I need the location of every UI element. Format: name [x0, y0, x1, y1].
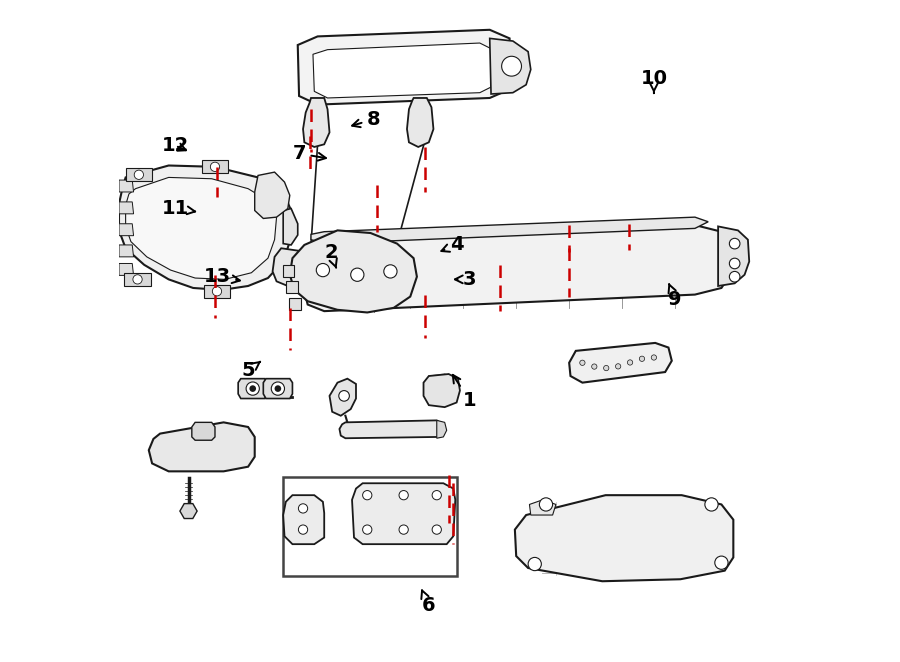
Polygon shape	[515, 495, 734, 581]
Circle shape	[715, 556, 728, 569]
Circle shape	[604, 365, 609, 371]
Polygon shape	[119, 166, 291, 290]
Circle shape	[299, 504, 308, 513]
Circle shape	[316, 263, 329, 277]
Polygon shape	[424, 374, 460, 407]
Text: 6: 6	[421, 590, 435, 615]
Circle shape	[539, 498, 553, 511]
Polygon shape	[304, 225, 728, 311]
Text: 2: 2	[324, 244, 338, 268]
Circle shape	[528, 557, 542, 571]
Text: 4: 4	[441, 236, 464, 254]
Polygon shape	[313, 43, 493, 98]
Polygon shape	[286, 281, 298, 293]
Text: 7: 7	[292, 144, 326, 163]
Polygon shape	[124, 273, 151, 286]
Text: 1: 1	[453, 375, 477, 410]
Circle shape	[639, 356, 644, 361]
Polygon shape	[529, 500, 556, 515]
Circle shape	[274, 385, 281, 392]
Polygon shape	[718, 226, 749, 286]
Text: 13: 13	[203, 267, 240, 286]
Circle shape	[399, 491, 409, 500]
Circle shape	[580, 360, 585, 365]
Polygon shape	[203, 285, 230, 298]
Polygon shape	[569, 343, 671, 383]
Polygon shape	[264, 379, 292, 399]
Polygon shape	[311, 217, 708, 244]
Polygon shape	[119, 202, 133, 214]
Polygon shape	[119, 263, 133, 275]
Polygon shape	[192, 422, 215, 440]
Circle shape	[591, 364, 597, 369]
Circle shape	[616, 363, 621, 369]
Circle shape	[212, 287, 221, 296]
Polygon shape	[284, 209, 298, 245]
Circle shape	[432, 525, 441, 534]
Polygon shape	[238, 379, 267, 399]
Polygon shape	[303, 98, 329, 147]
Polygon shape	[180, 504, 197, 518]
Circle shape	[652, 355, 656, 360]
Circle shape	[729, 238, 740, 249]
Text: 9: 9	[669, 284, 682, 308]
Polygon shape	[119, 180, 133, 192]
Circle shape	[363, 491, 372, 500]
Polygon shape	[119, 245, 133, 257]
Text: 10: 10	[641, 69, 668, 93]
Text: 8: 8	[352, 110, 381, 128]
Polygon shape	[202, 160, 229, 173]
Circle shape	[432, 491, 441, 500]
Circle shape	[246, 382, 259, 395]
Polygon shape	[126, 168, 152, 181]
Circle shape	[729, 271, 740, 282]
Circle shape	[338, 391, 349, 401]
Polygon shape	[283, 265, 294, 277]
Circle shape	[271, 382, 284, 395]
Polygon shape	[436, 420, 446, 438]
Polygon shape	[298, 30, 509, 105]
Polygon shape	[290, 230, 417, 312]
Polygon shape	[289, 298, 302, 310]
Circle shape	[351, 268, 364, 281]
Circle shape	[299, 525, 308, 534]
Circle shape	[211, 162, 220, 171]
Circle shape	[705, 498, 718, 511]
Polygon shape	[273, 248, 304, 286]
Circle shape	[627, 360, 633, 365]
Circle shape	[399, 525, 409, 534]
Circle shape	[729, 258, 740, 269]
Circle shape	[134, 170, 143, 179]
Text: 3: 3	[455, 270, 477, 289]
Polygon shape	[255, 172, 290, 218]
Text: 11: 11	[162, 199, 195, 218]
Polygon shape	[126, 177, 276, 279]
Circle shape	[363, 525, 372, 534]
Circle shape	[501, 56, 521, 76]
Polygon shape	[329, 379, 356, 416]
Circle shape	[249, 385, 256, 392]
Polygon shape	[352, 483, 455, 544]
Bar	[284, 477, 456, 576]
Polygon shape	[407, 98, 434, 147]
Circle shape	[133, 275, 142, 284]
Text: 5: 5	[241, 361, 260, 380]
Polygon shape	[119, 224, 133, 236]
Text: 12: 12	[162, 136, 189, 155]
Polygon shape	[148, 422, 255, 471]
Polygon shape	[490, 38, 531, 94]
Polygon shape	[339, 420, 444, 438]
Circle shape	[383, 265, 397, 278]
Polygon shape	[284, 495, 324, 544]
